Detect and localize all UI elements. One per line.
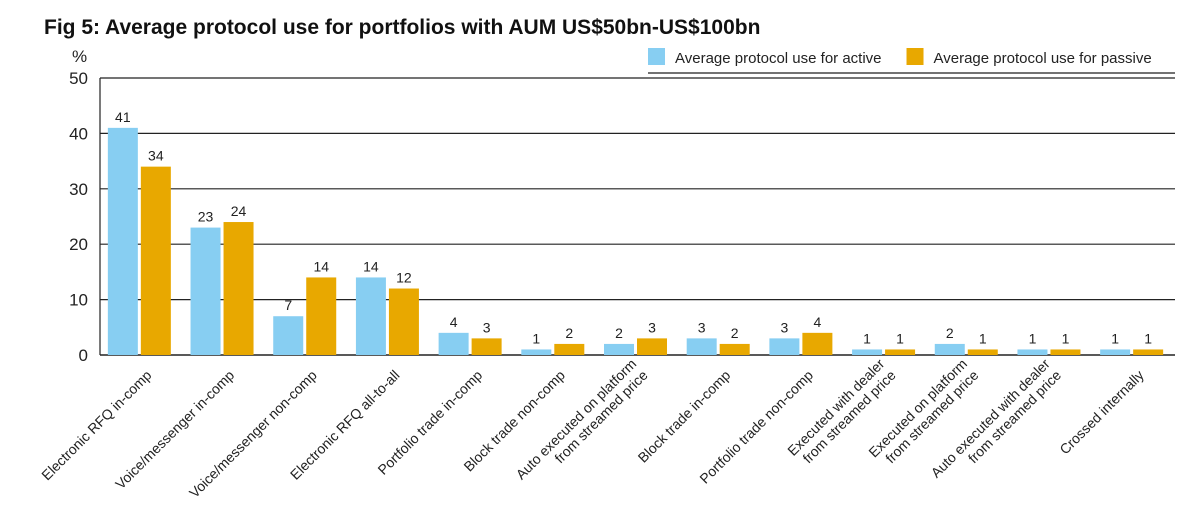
data-label: 3 (698, 319, 706, 335)
data-label: 4 (813, 314, 821, 330)
data-label: 3 (648, 319, 656, 335)
bar-active (273, 316, 304, 355)
data-label: 1 (1062, 330, 1070, 346)
legend-swatch (906, 48, 924, 65)
y-tick-label: 10 (69, 291, 88, 310)
bar-active (521, 349, 552, 355)
bar-passive (471, 338, 502, 355)
data-label: 1 (1029, 330, 1037, 346)
data-label: 1 (1111, 330, 1119, 346)
data-label: 1 (896, 330, 904, 346)
data-label: 2 (731, 325, 739, 341)
bar-active (107, 127, 138, 355)
y-tick-label: 20 (69, 235, 88, 254)
data-label: 3 (780, 319, 788, 335)
data-label: 12 (396, 270, 412, 286)
bar-active (769, 338, 800, 355)
x-tick-label: Crossed internally (1056, 367, 1147, 458)
bar-active (355, 277, 386, 355)
data-label: 2 (615, 325, 623, 341)
data-label: 1 (979, 330, 987, 346)
chart-title: Fig 5: Average protocol use for portfoli… (44, 16, 760, 39)
data-label: 7 (284, 297, 292, 313)
bar-active (438, 332, 469, 355)
bar-active (604, 343, 634, 355)
bar-passive (1050, 349, 1081, 355)
bar-passive (388, 288, 419, 355)
legend-label: Average protocol use for passive (934, 50, 1152, 67)
legend-label: Average protocol use for active (675, 50, 882, 67)
data-label: 14 (363, 258, 379, 274)
bar-passive (967, 349, 998, 355)
data-label: 3 (483, 319, 491, 335)
y-tick-label: 0 (79, 346, 88, 365)
data-label: 2 (565, 325, 573, 341)
bar-passive (1133, 349, 1164, 355)
bar-active (686, 338, 717, 355)
y-axis-label: % (72, 47, 87, 66)
bar-passive (802, 332, 833, 355)
bar-active (1100, 349, 1131, 355)
data-label: 41 (115, 109, 131, 125)
x-tick-label: Block trade in-comp (635, 367, 734, 466)
y-tick-label: 30 (69, 180, 88, 199)
bar-passive (223, 222, 254, 355)
bar-active (1017, 349, 1048, 355)
data-label: 23 (198, 209, 214, 225)
data-label: 4 (450, 314, 458, 330)
bar-passive (306, 277, 337, 355)
data-label: 2 (946, 325, 954, 341)
bar-passive (140, 166, 171, 355)
data-label: 34 (148, 148, 164, 164)
bar-active (190, 227, 221, 355)
bar-passive (554, 343, 585, 355)
data-label: 1 (532, 330, 540, 346)
data-label: 14 (313, 258, 329, 274)
bar-active (934, 343, 965, 355)
data-label: 1 (1144, 330, 1152, 346)
data-label: 1 (863, 330, 871, 346)
x-tick-label: Auto executed on platformfrom streamed p… (512, 355, 650, 493)
bar-passive (637, 338, 667, 355)
y-tick-label: 40 (69, 124, 88, 143)
bar-passive (719, 343, 750, 355)
data-label: 24 (231, 203, 247, 219)
bar-active (852, 349, 883, 355)
y-tick-label: 50 (69, 69, 88, 88)
bar-passive (885, 349, 916, 355)
legend-swatch (648, 48, 665, 65)
